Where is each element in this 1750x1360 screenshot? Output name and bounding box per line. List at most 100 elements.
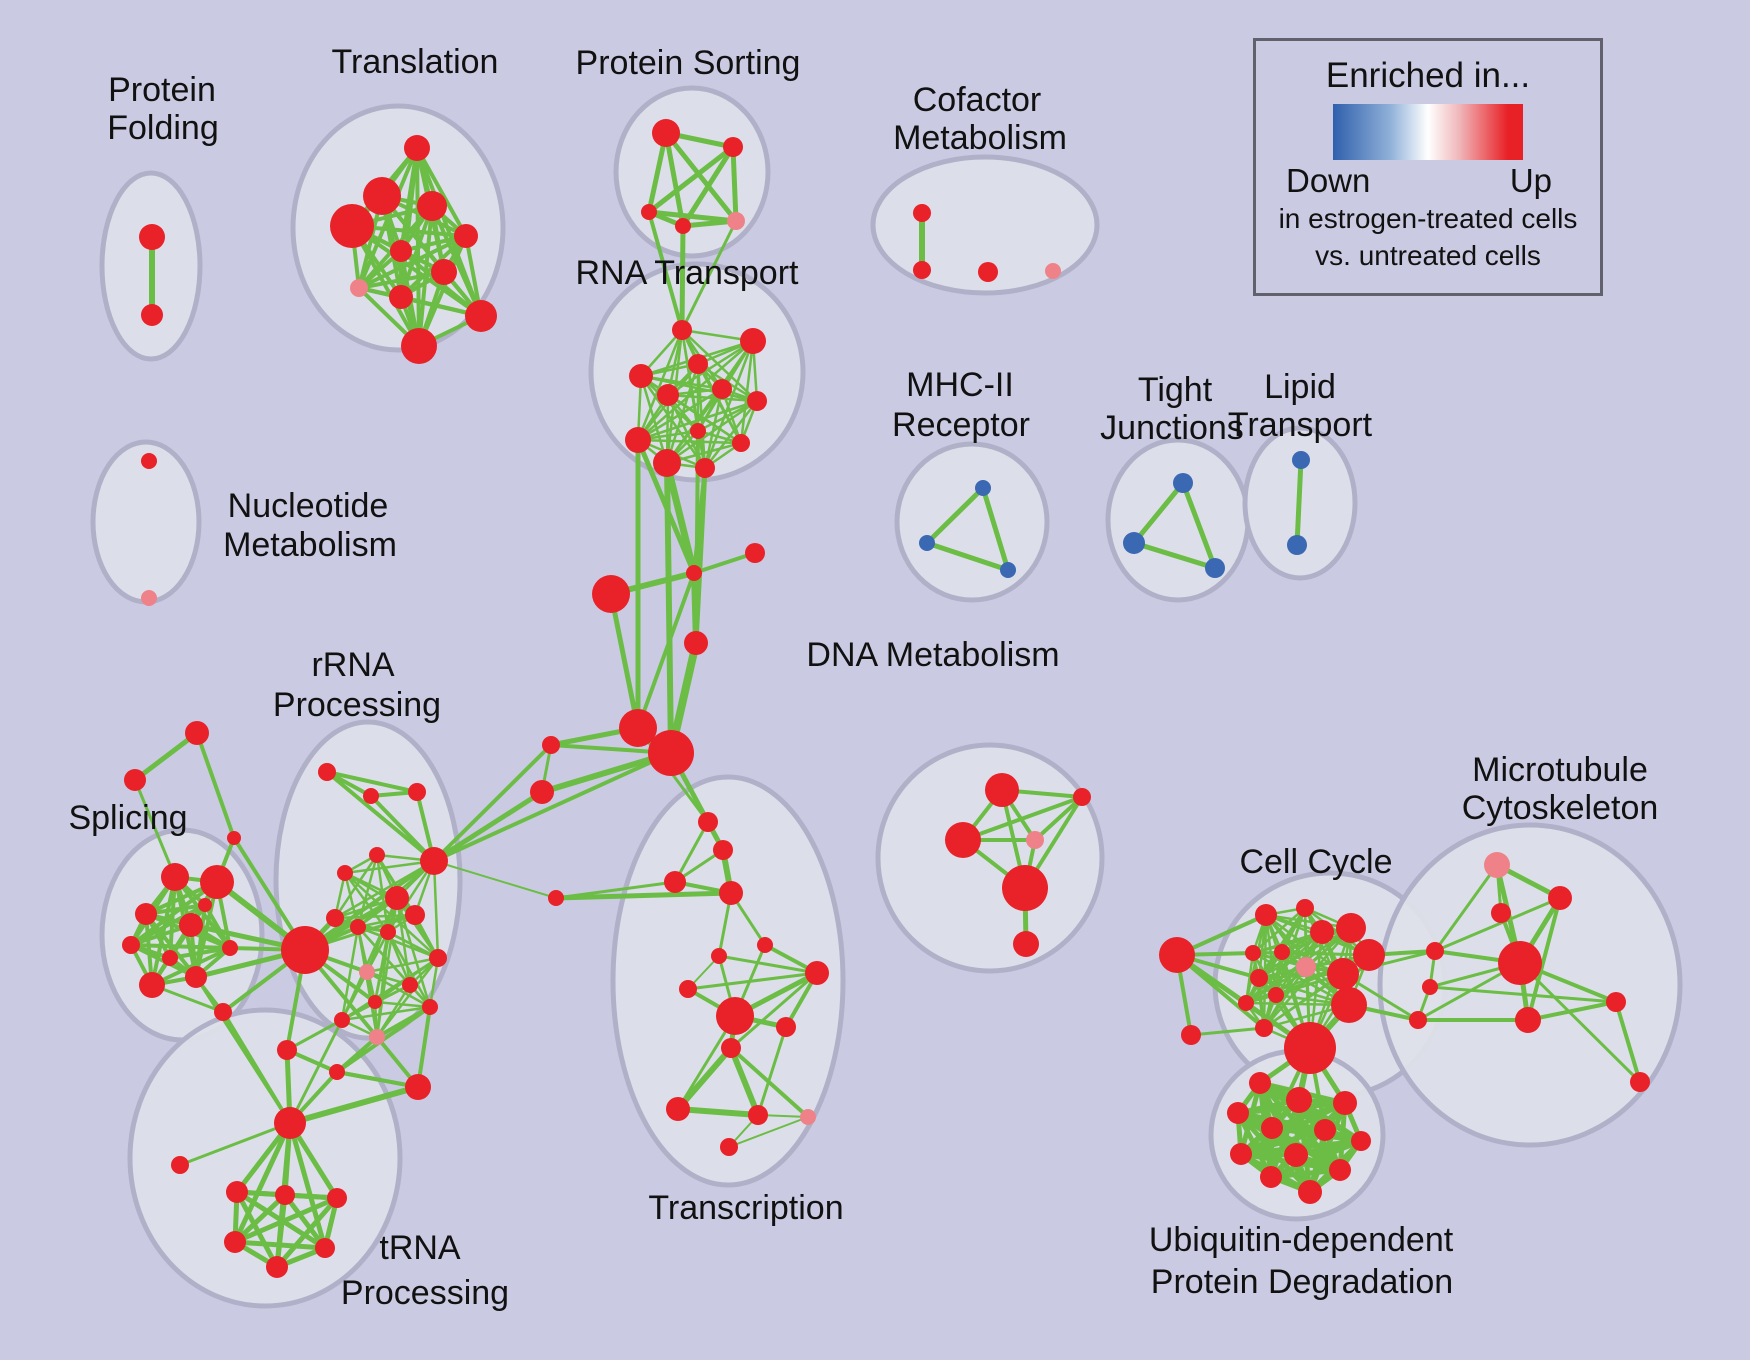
network-node	[227, 831, 241, 845]
network-edge	[340, 896, 399, 1022]
network-node	[274, 1107, 306, 1139]
network-node	[1287, 535, 1307, 555]
network-edge	[729, 1046, 810, 1119]
network-edge	[432, 859, 440, 960]
network-node	[688, 354, 708, 374]
network-node	[224, 1231, 246, 1253]
network-edge	[287, 1084, 421, 1126]
network-edge	[386, 930, 432, 1009]
cluster-label-cell-cycle: Cell Cycle	[1239, 843, 1392, 881]
cluster-ellipse-tight-junctions	[1105, 437, 1251, 603]
network-node	[389, 285, 413, 309]
cluster-label-ubiquitin-degradation: Protein Degradation	[1151, 1263, 1453, 1301]
network-node	[1260, 1166, 1282, 1188]
network-edge	[203, 903, 232, 950]
network-edge	[357, 270, 446, 290]
network-edge	[553, 890, 734, 901]
network-node	[369, 847, 385, 863]
cluster-label-protein-folding: Protein	[108, 71, 216, 109]
network-node	[652, 119, 680, 147]
cluster-label-protein-sorting: Protein Sorting	[576, 44, 801, 82]
cluster-ellipse-cofactor-metabolism	[870, 154, 1100, 296]
network-node	[1173, 473, 1193, 493]
cluster-label-lipid-transport: Transport	[1228, 406, 1373, 444]
network-node	[337, 865, 353, 881]
network-edge	[129, 880, 219, 947]
network-node	[978, 262, 998, 282]
network-node	[657, 384, 679, 406]
cluster-ellipse-mhc-ii-receptor	[894, 441, 1050, 603]
network-edge	[636, 399, 759, 442]
network-edge	[686, 971, 819, 991]
network-edge	[232, 1239, 328, 1251]
network-node	[1422, 979, 1438, 995]
network-node	[664, 871, 686, 893]
network-node	[124, 769, 146, 791]
network-edge	[375, 983, 412, 1039]
cluster-label-mhc-ii-receptor: Receptor	[892, 406, 1030, 444]
network-node	[1286, 1087, 1312, 1113]
network-node	[185, 721, 209, 745]
network-node	[805, 961, 829, 985]
network-node	[431, 259, 457, 285]
network-edge	[647, 210, 684, 332]
network-node	[1331, 987, 1367, 1023]
network-node	[330, 204, 374, 248]
network-node	[141, 304, 163, 326]
network-edge	[132, 730, 200, 783]
network-edge	[1244, 951, 1255, 1005]
cluster-ellipse-microtubule-cytoskeleton	[1377, 822, 1683, 1148]
network-node	[1123, 532, 1145, 554]
network-node	[542, 736, 560, 754]
cluster-label-tight-junctions: Tight	[1138, 371, 1213, 409]
network-edge	[554, 880, 677, 900]
network-edge	[1433, 863, 1499, 953]
network-node	[1227, 1102, 1249, 1124]
network-node	[1298, 1180, 1322, 1204]
network-node	[648, 730, 694, 776]
network-node	[141, 453, 157, 469]
network-edge	[636, 438, 743, 445]
network-node	[776, 1017, 796, 1037]
network-edge	[221, 1010, 292, 1125]
network-edge	[365, 956, 440, 974]
network-edge	[639, 374, 707, 470]
network-node	[214, 1003, 232, 1021]
network-node	[629, 364, 653, 388]
network-node	[1409, 1011, 1427, 1029]
network-node	[711, 948, 727, 964]
network-node	[277, 1040, 297, 1060]
network-node	[334, 1012, 350, 1028]
network-edge	[373, 1000, 432, 1009]
network-node	[1606, 992, 1626, 1012]
network-edge	[636, 328, 684, 442]
legend-up-label: Up	[1509, 162, 1552, 199]
network-node	[139, 224, 165, 250]
network-node	[1261, 1117, 1283, 1139]
network-node	[222, 940, 238, 956]
network-node	[200, 865, 234, 899]
network-edge	[728, 1045, 761, 1118]
network-node	[420, 847, 448, 875]
network-node	[408, 783, 426, 801]
cluster-label-rrna-processing: Processing	[273, 686, 441, 724]
network-node	[740, 328, 766, 354]
network-node	[713, 840, 733, 860]
network-node	[1255, 1019, 1273, 1037]
network-edge	[680, 328, 759, 403]
network-node	[695, 458, 715, 478]
network-node	[363, 177, 401, 215]
network-edge	[395, 896, 412, 987]
network-edge	[664, 460, 674, 756]
network-edge	[415, 146, 468, 238]
network-node	[1484, 852, 1510, 878]
network-node	[913, 261, 931, 279]
network-node	[281, 926, 329, 974]
network-edge	[432, 751, 673, 863]
network-edge	[1526, 896, 1562, 1022]
network-edge	[129, 943, 232, 950]
network-node	[1630, 1072, 1650, 1092]
network-edge	[433, 860, 557, 899]
legend-box: Enriched in... Down Up in estrogen-treat…	[1253, 38, 1603, 296]
network-node	[712, 379, 732, 399]
